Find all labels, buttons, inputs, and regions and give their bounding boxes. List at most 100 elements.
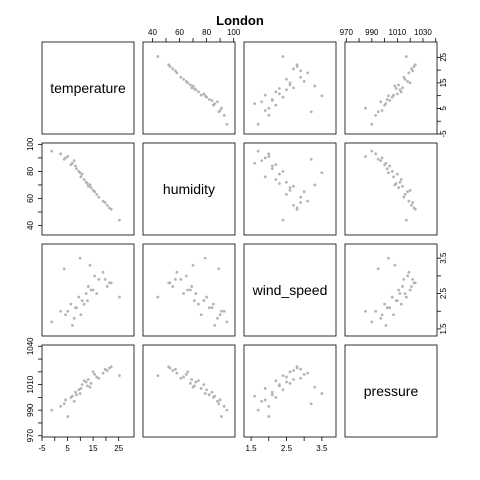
scatter-point (394, 87, 398, 90)
scatter-point (59, 152, 63, 156)
scatter-point (410, 285, 413, 288)
scatter-point (93, 372, 97, 376)
panel-frame (344, 243, 438, 337)
scatter-point (407, 270, 411, 274)
left-axis-humidity: 40 60 80 100 (26, 137, 42, 230)
bottom-axis-temperature: -5 5 15 25 (38, 437, 124, 453)
scatter-point (267, 415, 271, 418)
scatter-point (392, 313, 395, 317)
scatter-point (302, 79, 306, 83)
scatter-point (199, 313, 203, 317)
variable-label-temperature: temperature (50, 80, 126, 96)
scatter-point (184, 372, 188, 376)
scatter-point (313, 84, 317, 88)
scatter-point (407, 71, 411, 75)
scatter-point (281, 218, 285, 222)
panel-wind_speed-vs-wind_speed: wind_speed (243, 243, 337, 337)
scatter-point (156, 295, 160, 299)
scatter-point (217, 402, 221, 406)
scatter-point (77, 388, 81, 392)
scatter-point (399, 178, 403, 181)
panel-frame (142, 344, 236, 438)
scatter-point (404, 295, 408, 299)
scatter-point (376, 157, 380, 161)
scatter-point (118, 374, 121, 378)
scatter-point (299, 376, 303, 380)
tick-label: 25 (439, 52, 448, 61)
scatter-point (91, 370, 95, 374)
panel-wind_speed-vs-temperature (41, 243, 135, 337)
scatter-point (295, 65, 299, 68)
scatter-point (277, 172, 281, 176)
scatter-point (392, 175, 395, 179)
tick-label: 970 (340, 28, 354, 37)
scatter-point (274, 395, 278, 399)
scatter-point (74, 164, 77, 168)
scatter-point (410, 67, 413, 71)
scatter-point (267, 106, 271, 110)
scatter-point (103, 277, 107, 281)
scatter-point (299, 69, 303, 73)
scatter-point (193, 87, 196, 90)
scatter-point (309, 402, 313, 406)
scatter-point (306, 371, 310, 375)
scatter-point (62, 267, 66, 271)
tick-label: -5 (38, 444, 46, 453)
scatter-point (207, 98, 211, 101)
scatter-point (385, 306, 389, 310)
scatter-point (71, 323, 74, 327)
scatter-point (309, 157, 313, 161)
tick-label: 25 (114, 444, 123, 453)
tick-label: 990 (26, 403, 35, 417)
tick-label: 1010 (388, 28, 406, 37)
scatter-point (383, 103, 387, 107)
tick-label: 990 (365, 28, 379, 37)
scatter-point (398, 292, 402, 295)
tick-label: -5 (439, 130, 448, 138)
scatter-point (66, 155, 70, 158)
panel-frame (344, 142, 438, 236)
scatter-point (50, 149, 54, 153)
panel-frame (41, 142, 135, 236)
scatter-point (174, 277, 177, 281)
scatter-point (388, 306, 392, 310)
scatter-point (412, 65, 416, 68)
scatter-point (401, 184, 404, 188)
scatter-point (80, 299, 84, 303)
scatter-point (89, 186, 93, 190)
scatter-point (263, 387, 267, 390)
scatter-point (292, 203, 295, 207)
scatter-point (190, 285, 194, 288)
panel-pressure-vs-temperature (41, 344, 135, 438)
scatter-point (179, 277, 183, 281)
scatter-point (270, 393, 274, 397)
scatter-point (66, 309, 70, 313)
scatter-point (299, 75, 303, 79)
scatter-point (388, 164, 392, 168)
scatter-point (270, 164, 274, 168)
scatter-point (394, 182, 398, 185)
scatter-point (320, 171, 324, 175)
scatter-point (285, 180, 288, 184)
scatter-point (211, 103, 215, 107)
scatter-point (395, 172, 399, 176)
scatter-point (390, 170, 394, 173)
scatter-point (69, 163, 73, 167)
scatter-point (397, 288, 401, 292)
scatter-point (91, 288, 95, 292)
panel-frame (41, 41, 135, 135)
scatter-point (385, 167, 389, 171)
scatter-point (80, 383, 84, 387)
scatter-point (194, 380, 198, 384)
scatter-point (222, 309, 226, 313)
scatter-point (168, 281, 172, 285)
scatter-point (105, 285, 109, 288)
scatter-point (388, 99, 392, 102)
panel-humidity-vs-humidity: humidity (142, 142, 236, 236)
panel-frame (41, 243, 135, 337)
scatter-point (364, 155, 367, 158)
scatter-point (399, 302, 403, 306)
scatter-point (411, 69, 415, 73)
scatter-point (213, 323, 217, 327)
scatter-point (302, 372, 306, 376)
